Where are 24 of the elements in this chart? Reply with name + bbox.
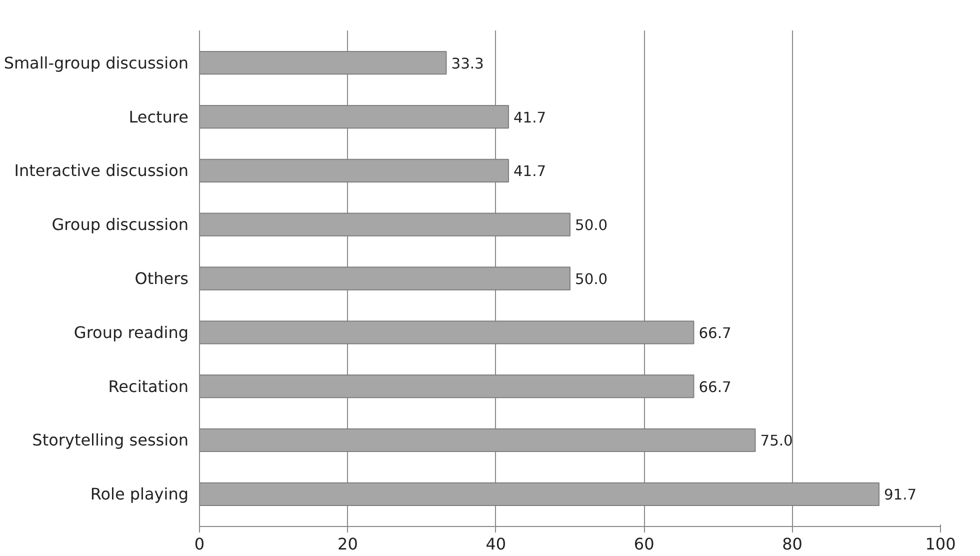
x-tick-label: 0 — [194, 534, 205, 554]
x-tick-label: 60 — [634, 534, 654, 554]
y-tick-label: Small-group discussion — [4, 53, 188, 72]
data-label: 66.7 — [698, 378, 732, 396]
data-label: 41.7 — [513, 163, 546, 180]
x-tick-label: 20 — [338, 534, 358, 554]
y-tick-label: Interactive discussion — [14, 161, 189, 180]
y-tick-label: Storytelling session — [32, 430, 188, 450]
x-tick-label: 100 — [925, 534, 956, 554]
data-label: 66.7 — [698, 324, 732, 342]
y-tick-label: Role playing — [90, 484, 189, 504]
x-tick-label: 40 — [486, 534, 506, 554]
y-tick-label: Group reading — [74, 322, 189, 342]
y-tick-label: Recitation — [108, 376, 189, 396]
data-label: 41.7 — [513, 109, 546, 126]
y-tick-label: Lecture — [128, 107, 189, 126]
x-tick-label: 80 — [782, 534, 802, 554]
data-label: 50.0 — [575, 271, 608, 288]
y-tick-label: Others — [134, 269, 188, 288]
y-tick-label: Group discussion — [52, 215, 188, 234]
data-label: 33.3 — [451, 55, 484, 72]
data-label: 75.0 — [760, 432, 793, 450]
data-label: 50.0 — [575, 217, 608, 234]
data-label: 91.7 — [884, 486, 917, 504]
